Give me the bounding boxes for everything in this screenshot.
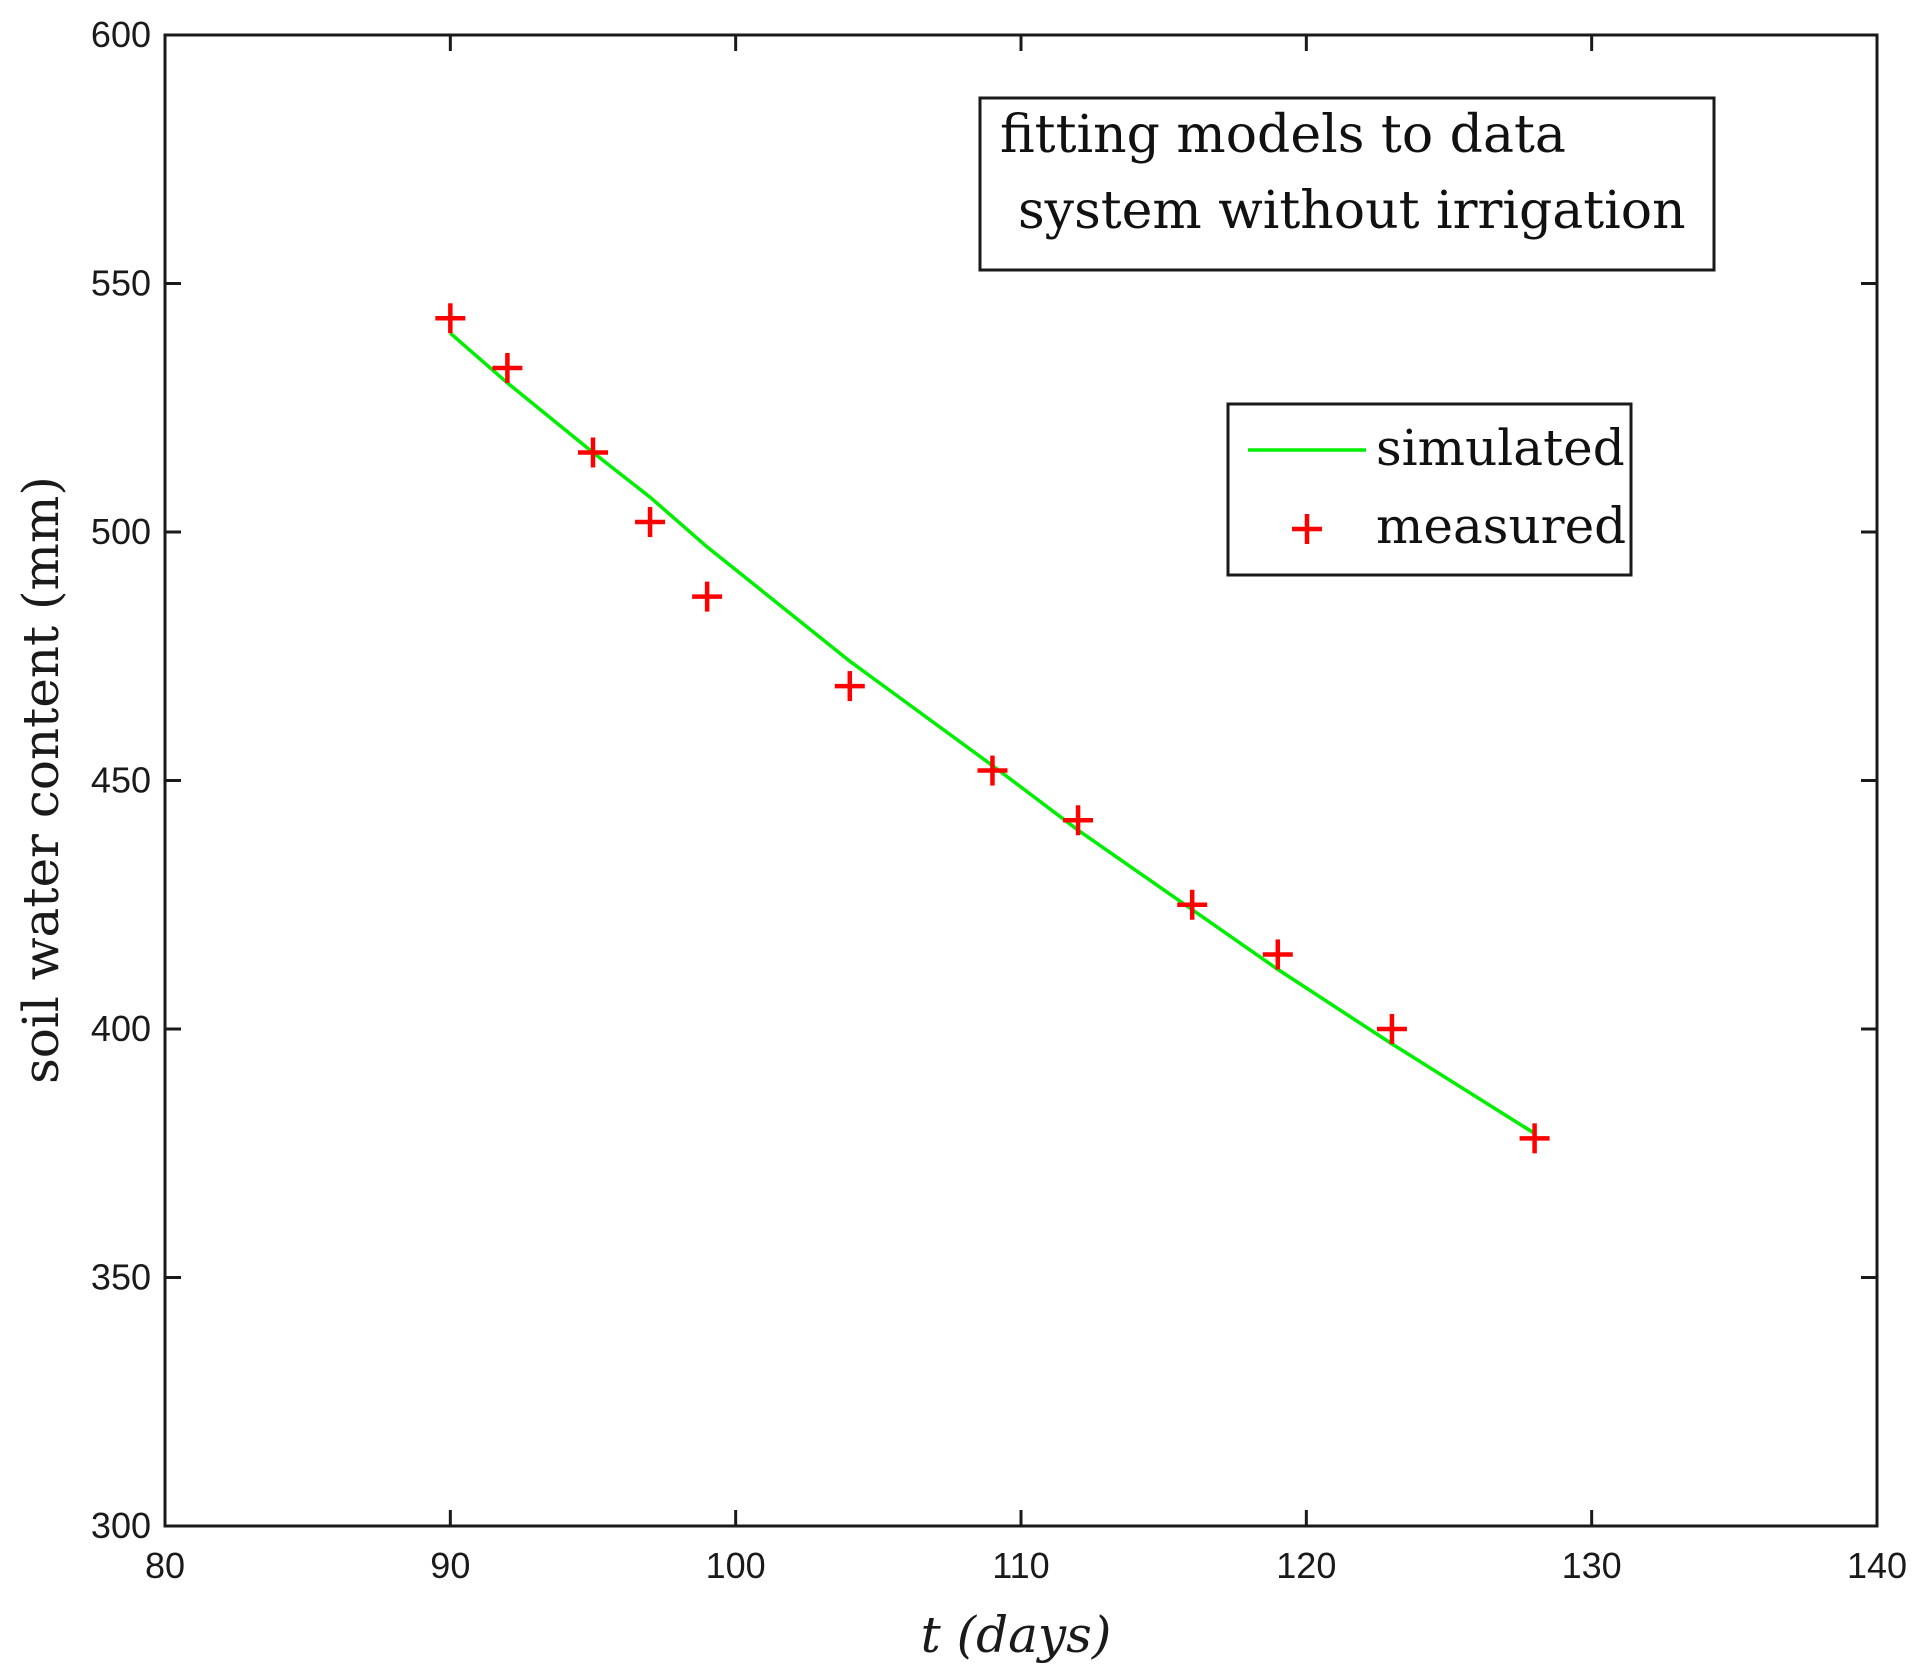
x-tick-label: 100 [706, 1545, 766, 1586]
y-tick-label: 500 [91, 511, 151, 552]
data-point-measured [578, 437, 608, 468]
y-tick-label: 450 [91, 760, 151, 801]
y-tick-labels: 300 350 400 450 500 550 600 [91, 14, 151, 1546]
y-tick-label: 600 [91, 14, 151, 55]
data-point-measured [1063, 805, 1094, 836]
annotation-line-2: system without irrigation [1018, 181, 1686, 241]
x-tick-label: 130 [1562, 1545, 1622, 1586]
series-line-simulated [449, 331, 1536, 1135]
x-tick-label: 110 [992, 1545, 1049, 1586]
y-tick-label: 300 [91, 1505, 151, 1546]
annotation-box: fitting models to data system without ir… [978, 96, 1716, 272]
data-point-measured [834, 671, 865, 702]
y-tick-label: 550 [91, 263, 151, 304]
legend-frame [1226, 402, 1633, 577]
data-point-measured [1177, 889, 1208, 920]
ticks [163, 33, 1879, 1528]
x-tick-label: 80 [145, 1545, 185, 1586]
y-tick-label: 400 [91, 1008, 151, 1049]
annotation-frame [978, 96, 1716, 272]
data-point-measured [977, 755, 1008, 786]
x-tick-labels: 80 90 100 110 120 130 140 [145, 1545, 1907, 1586]
data-point-measured [692, 581, 723, 612]
x-tick-label: 120 [1276, 1545, 1336, 1586]
data-point-measured [492, 352, 523, 383]
legend-simulated-label: simulated [1376, 419, 1625, 477]
data-point-measured [635, 507, 666, 538]
x-tick-label: 90 [430, 1545, 470, 1586]
y-tick-label: 350 [91, 1257, 151, 1298]
annotation-line-1: fitting models to data [1000, 105, 1566, 165]
legend: simulated measured [1226, 402, 1633, 577]
data-point-measured [435, 303, 466, 334]
data-point-measured [1519, 1123, 1550, 1154]
data-point-measured [1262, 939, 1293, 970]
series-layer [435, 303, 1550, 1154]
plot-frame [163, 33, 1879, 1528]
data-point-measured [1376, 1014, 1407, 1044]
y-axis-title: soil water content (mm) [12, 476, 70, 1084]
legend-measured-label: measured [1376, 497, 1626, 555]
x-tick-label: 140 [1847, 1545, 1907, 1586]
legend-measured-swatch [1292, 514, 1322, 544]
x-axis-title: t (days) [921, 1606, 1112, 1664]
